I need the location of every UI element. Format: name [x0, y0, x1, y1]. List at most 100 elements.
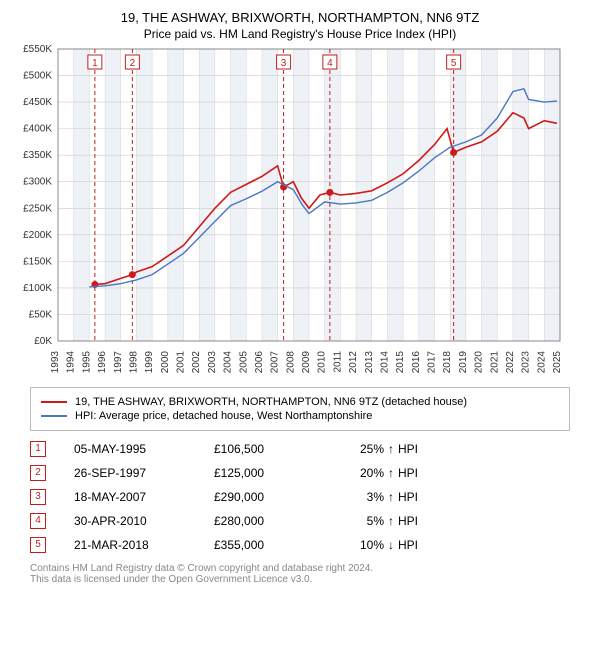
svg-text:£200K: £200K [23, 230, 52, 241]
sale-row: 4 30-APR-2010£280,0005%↑HPI [30, 509, 570, 533]
legend-swatch [41, 415, 67, 417]
sale-date: 18-MAY-2007 [74, 490, 214, 504]
legend-swatch [41, 401, 67, 403]
svg-text:1998: 1998 [128, 351, 139, 374]
svg-text:1993: 1993 [50, 351, 61, 374]
svg-text:2018: 2018 [442, 351, 453, 374]
svg-text:1996: 1996 [97, 351, 108, 374]
svg-text:2004: 2004 [223, 351, 234, 374]
svg-text:2011: 2011 [332, 351, 343, 373]
chart-subtitle: Price paid vs. HM Land Registry's House … [10, 27, 590, 41]
sale-diff: 25% [324, 442, 384, 456]
legend-row: 19, THE ASHWAY, BRIXWORTH, NORTHAMPTON, … [41, 396, 559, 408]
legend: 19, THE ASHWAY, BRIXWORTH, NORTHAMPTON, … [30, 387, 570, 431]
sale-date: 05-MAY-1995 [74, 442, 214, 456]
sale-marker: 5 [30, 537, 46, 553]
svg-text:4: 4 [327, 58, 333, 69]
svg-text:1995: 1995 [81, 351, 92, 374]
sale-hpi-label: HPI [398, 442, 438, 456]
svg-text:3: 3 [281, 58, 287, 69]
svg-text:£550K: £550K [23, 44, 52, 55]
svg-text:£500K: £500K [23, 71, 52, 82]
sale-arrow-icon: ↓ [384, 538, 398, 552]
sale-marker: 2 [30, 465, 46, 481]
svg-text:2002: 2002 [191, 351, 202, 374]
price-chart: £0K £50K £100K £150K £200K £250K £300K £350K £40… [10, 41, 570, 381]
svg-text:2008: 2008 [285, 351, 296, 374]
svg-text:2025: 2025 [552, 351, 563, 374]
sale-price: £280,000 [214, 514, 324, 528]
svg-text:£50K: £50K [29, 309, 53, 320]
sale-price: £290,000 [214, 490, 324, 504]
svg-text:1999: 1999 [144, 351, 155, 374]
chart-container: £0K £50K £100K £150K £200K £250K £300K £350K £40… [10, 41, 590, 381]
sales-table: 105-MAY-1995£106,50025%↑HPI226-SEP-1997£… [30, 437, 570, 557]
svg-text:2021: 2021 [489, 351, 500, 374]
chart-title: 19, THE ASHWAY, BRIXWORTH, NORTHAMPTON, … [10, 10, 590, 25]
sale-date: 21-MAR-2018 [74, 538, 214, 552]
sale-diff: 20% [324, 466, 384, 480]
svg-text:2014: 2014 [379, 351, 390, 374]
svg-text:2015: 2015 [395, 351, 406, 374]
svg-text:£0K: £0K [34, 336, 52, 347]
svg-text:2016: 2016 [411, 351, 422, 374]
svg-text:£300K: £300K [23, 177, 52, 188]
legend-label: HPI: Average price, detached house, West… [75, 410, 372, 422]
svg-text:2: 2 [130, 58, 136, 69]
sale-price: £355,000 [214, 538, 324, 552]
svg-text:2000: 2000 [160, 351, 171, 374]
svg-text:2019: 2019 [458, 351, 469, 374]
svg-text:2006: 2006 [254, 351, 265, 374]
legend-row: HPI: Average price, detached house, West… [41, 410, 559, 422]
svg-text:2022: 2022 [505, 351, 516, 374]
sale-arrow-icon: ↑ [384, 490, 398, 504]
svg-text:2023: 2023 [521, 351, 532, 374]
sale-date: 30-APR-2010 [74, 514, 214, 528]
sale-row: 5 21-MAR-2018£355,00010%↓HPI [30, 533, 570, 557]
sale-hpi-label: HPI [398, 466, 438, 480]
footer-line-2: This data is licensed under the Open Gov… [30, 574, 570, 585]
footer-line-1: Contains HM Land Registry data © Crown c… [30, 563, 570, 574]
sale-diff: 3% [324, 490, 384, 504]
sale-hpi-label: HPI [398, 538, 438, 552]
sale-arrow-icon: ↑ [384, 466, 398, 480]
sale-marker: 3 [30, 489, 46, 505]
sale-hpi-label: HPI [398, 514, 438, 528]
svg-text:2009: 2009 [301, 351, 312, 374]
sale-diff: 10% [324, 538, 384, 552]
svg-text:2007: 2007 [270, 351, 281, 374]
svg-text:£100K: £100K [23, 283, 52, 294]
svg-text:2017: 2017 [427, 351, 438, 374]
sale-marker: 1 [30, 441, 46, 457]
sale-row: 2 26-SEP-1997£125,00020%↑HPI [30, 461, 570, 485]
sale-row: 1 05-MAY-1995£106,50025%↑HPI [30, 437, 570, 461]
svg-text:2003: 2003 [207, 351, 218, 374]
svg-text:2020: 2020 [474, 351, 485, 374]
legend-label: 19, THE ASHWAY, BRIXWORTH, NORTHAMPTON, … [75, 396, 467, 408]
sale-price: £125,000 [214, 466, 324, 480]
svg-text:1994: 1994 [66, 351, 77, 374]
svg-text:5: 5 [451, 58, 457, 69]
sale-marker: 4 [30, 513, 46, 529]
svg-text:2010: 2010 [317, 351, 328, 374]
sale-arrow-icon: ↑ [384, 514, 398, 528]
svg-text:£150K: £150K [23, 256, 52, 267]
svg-text:£400K: £400K [23, 124, 52, 135]
svg-text:2012: 2012 [348, 351, 359, 374]
sale-date: 26-SEP-1997 [74, 466, 214, 480]
svg-text:1997: 1997 [113, 351, 124, 374]
svg-text:2005: 2005 [238, 351, 249, 374]
title-block: 19, THE ASHWAY, BRIXWORTH, NORTHAMPTON, … [10, 10, 590, 41]
svg-text:2024: 2024 [536, 351, 547, 374]
svg-text:£450K: £450K [23, 97, 52, 108]
sale-hpi-label: HPI [398, 490, 438, 504]
footer: Contains HM Land Registry data © Crown c… [30, 563, 570, 585]
svg-text:1: 1 [92, 58, 98, 69]
sale-arrow-icon: ↑ [384, 442, 398, 456]
svg-text:£350K: £350K [23, 150, 52, 161]
sale-price: £106,500 [214, 442, 324, 456]
svg-text:£250K: £250K [23, 203, 52, 214]
svg-text:2013: 2013 [364, 351, 375, 374]
sale-diff: 5% [324, 514, 384, 528]
svg-text:2001: 2001 [176, 351, 187, 374]
